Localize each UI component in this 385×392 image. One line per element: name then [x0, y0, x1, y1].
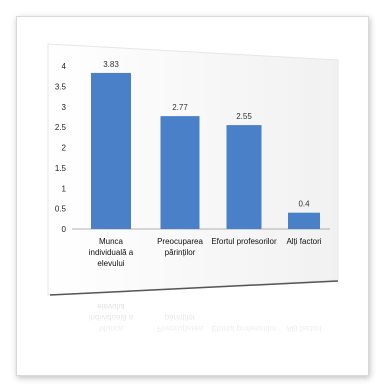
bar — [91, 72, 131, 230]
y-tick-label: 2 — [62, 144, 67, 153]
y-tick-label: 0.5 — [55, 205, 67, 214]
y-tick-label: 1 — [62, 184, 67, 193]
x-tick-label: individuală a — [89, 248, 134, 257]
y-tick-label: 3.5 — [55, 82, 67, 91]
x-tick-label: Alți factori — [286, 237, 321, 246]
x-tick-label: Efortul profesorilor — [211, 237, 277, 246]
bar — [160, 116, 200, 229]
x-tick-label: Preocuparea — [157, 237, 203, 246]
data-label: 2.77 — [172, 103, 188, 112]
data-label: 3.83 — [103, 60, 119, 69]
x-tick-label: elevului — [97, 259, 124, 268]
data-label: 2.55 — [236, 112, 252, 121]
x-tick-label: părinților — [165, 248, 196, 257]
y-tick-label: 4 — [62, 62, 67, 71]
y-tick-label: 2.5 — [55, 123, 67, 132]
y-tick-label: 1.5 — [55, 164, 67, 173]
x-tick-label: Munca — [99, 237, 124, 246]
data-label: 0.4 — [298, 200, 310, 209]
panel-edge — [49, 280, 339, 296]
bar — [288, 212, 320, 229]
bar — [226, 125, 262, 229]
reflection-fade — [48, 297, 340, 357]
y-tick-label: 0 — [62, 225, 67, 234]
y-tick-label: 3 — [62, 103, 67, 112]
